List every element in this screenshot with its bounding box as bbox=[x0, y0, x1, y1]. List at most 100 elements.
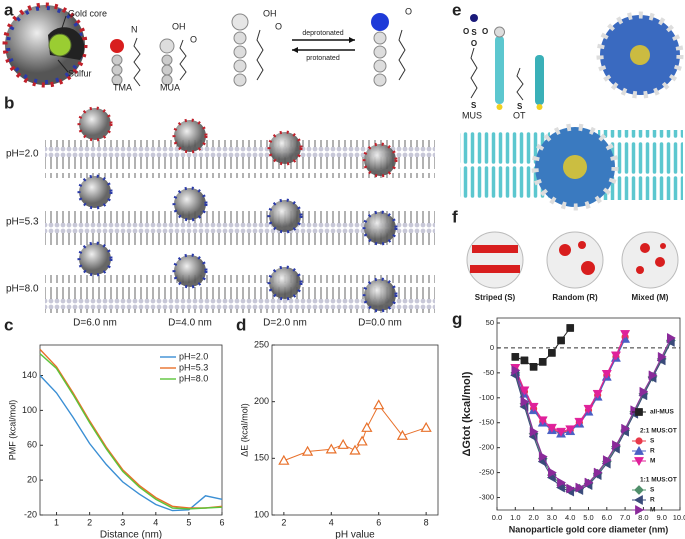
nanoparticle-shell bbox=[172, 253, 208, 289]
y-tick-label: 150 bbox=[254, 453, 269, 463]
column-label: D=6.0 nm bbox=[73, 318, 117, 329]
x-tick-label: 5.0 bbox=[583, 513, 593, 522]
data-line bbox=[39, 353, 223, 510]
data-point bbox=[584, 477, 594, 488]
gold-core bbox=[48, 33, 72, 57]
data-point bbox=[356, 435, 368, 446]
data-point bbox=[520, 396, 530, 407]
y-tick-label: -250 bbox=[479, 468, 494, 477]
data-point bbox=[557, 477, 567, 488]
x-tick-label: 2 bbox=[87, 517, 92, 527]
y-tick-label: -20 bbox=[24, 509, 37, 519]
data-point bbox=[557, 336, 565, 345]
plot-frame bbox=[271, 344, 439, 516]
data-point bbox=[373, 399, 385, 410]
data-point bbox=[602, 455, 612, 466]
data-point bbox=[278, 454, 290, 465]
nanoparticle-shell bbox=[267, 265, 303, 301]
data-point bbox=[575, 482, 585, 493]
legend-label: M bbox=[650, 507, 655, 514]
data-point bbox=[537, 416, 548, 426]
data-point bbox=[538, 451, 548, 462]
label: O bbox=[190, 34, 197, 44]
caption: Random (R) bbox=[552, 293, 598, 302]
y-tick-label: 100 bbox=[254, 509, 269, 519]
y-tick-label: -150 bbox=[479, 418, 494, 427]
y-tick-label: -50 bbox=[483, 368, 494, 377]
row-label: pH=2.0 bbox=[6, 149, 39, 160]
nanoparticle bbox=[79, 176, 111, 208]
panel-label: e bbox=[452, 0, 461, 19]
nanoparticle-shell bbox=[267, 198, 303, 234]
data-point bbox=[349, 444, 361, 455]
caption: Striped (S) bbox=[475, 293, 516, 302]
data-line bbox=[39, 348, 223, 509]
data-point bbox=[538, 358, 547, 366]
label: OH bbox=[263, 8, 277, 18]
nanoparticle bbox=[79, 108, 111, 140]
x-tick-label: 1.0 bbox=[510, 513, 520, 522]
data-point bbox=[301, 445, 314, 456]
data-point bbox=[337, 438, 349, 449]
legend-group: 1:1 MUS:OT bbox=[640, 477, 677, 484]
x-tick-label: 4 bbox=[329, 517, 334, 527]
data-point bbox=[657, 351, 667, 362]
legend-marker bbox=[633, 494, 643, 506]
x-tick-label: 9.0 bbox=[656, 513, 666, 522]
label: protonated bbox=[306, 55, 340, 62]
panel-label: c bbox=[4, 315, 13, 334]
x-tick-label: 3.0 bbox=[547, 513, 557, 522]
nanoparticle-shell bbox=[362, 142, 398, 178]
nanoparticle bbox=[174, 255, 206, 287]
row-label: pH=8.0 bbox=[6, 284, 39, 295]
legend-marker bbox=[633, 457, 645, 467]
nanoparticle bbox=[269, 200, 301, 232]
data-line bbox=[514, 338, 626, 435]
column-label: D=0.0 nm bbox=[358, 318, 402, 329]
x-tick-label: 1 bbox=[54, 517, 59, 527]
label: S bbox=[517, 102, 523, 111]
label: Gold core bbox=[68, 8, 107, 18]
data-point bbox=[565, 425, 576, 435]
nanoparticle bbox=[174, 188, 206, 220]
data-point bbox=[667, 332, 676, 343]
data-point bbox=[511, 353, 520, 361]
nanoparticle-shell bbox=[362, 277, 398, 313]
label: TMA bbox=[113, 82, 132, 92]
data-point bbox=[529, 363, 538, 371]
panel-f: Striped (S) Random (R) Mixed (M) bbox=[466, 231, 679, 302]
label: MUS bbox=[462, 110, 482, 120]
nanoparticle bbox=[269, 267, 301, 299]
label: N bbox=[131, 24, 138, 34]
x-tick-label: 3 bbox=[120, 517, 125, 527]
nanoparticle-shell bbox=[2, 2, 88, 88]
label: O bbox=[471, 39, 477, 48]
label: S bbox=[471, 28, 477, 37]
data-point bbox=[511, 365, 521, 376]
panel-label: f bbox=[452, 207, 458, 226]
nanoparticle bbox=[364, 212, 396, 244]
data-point bbox=[520, 356, 529, 365]
column-label: D=4.0 nm bbox=[168, 318, 212, 329]
data-point bbox=[601, 370, 612, 379]
panel-b: pH=2.0 pH=5.3 pH=8.0 D=6.0 nm D=4.0 nm D=2.0 … bbox=[6, 106, 435, 329]
y-tick-label: -300 bbox=[479, 493, 494, 502]
legend-label: pH=2.0 bbox=[179, 351, 208, 361]
data-point bbox=[420, 421, 432, 432]
x-tick-label: 0.0 bbox=[492, 513, 502, 522]
label: O bbox=[275, 21, 282, 31]
y-tick-label: -200 bbox=[479, 443, 494, 452]
nanoparticle-shell bbox=[267, 130, 303, 166]
x-tick-label: 4 bbox=[153, 517, 158, 527]
data-point bbox=[566, 324, 575, 332]
nanoparticle-shell bbox=[362, 210, 398, 246]
x-tick-label: 10.0 bbox=[673, 513, 685, 522]
nanoparticle bbox=[5, 5, 85, 85]
legend-label: S bbox=[650, 438, 655, 445]
x-tick-label: 2 bbox=[281, 517, 286, 527]
legend-label: S bbox=[650, 487, 655, 494]
caption: Mixed (M) bbox=[632, 293, 669, 302]
legend-label: pH=5.3 bbox=[179, 362, 208, 372]
label: O bbox=[405, 6, 412, 16]
